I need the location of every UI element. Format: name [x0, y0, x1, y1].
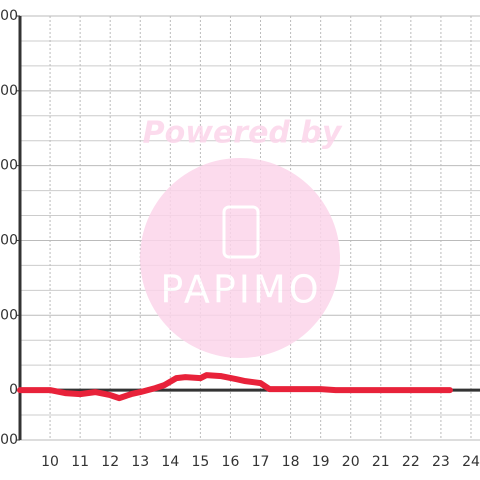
x-tick-label: 15 — [191, 454, 209, 470]
line — [17, 372, 453, 402]
y-tick-label: 30,000 — [0, 307, 18, 323]
x-tick-label: 20 — [342, 454, 360, 470]
watermark-icon — [222, 205, 260, 259]
x-tick-label: 14 — [161, 454, 179, 470]
y-tick-label: 60,000 — [0, 232, 18, 248]
y-tick-label: 0 — [9, 382, 18, 398]
x-tick-label: 13 — [131, 454, 149, 470]
watermark: Powered by PAPIMO — [140, 116, 343, 358]
x-tick-label: 17 — [252, 454, 270, 470]
watermark-text: Powered by — [143, 116, 343, 151]
x-tick-label: 11 — [71, 454, 89, 470]
x-tick-label: 16 — [222, 454, 240, 470]
y-tick-label: 90,000 — [0, 158, 18, 174]
x-tick-label: 10 — [41, 454, 59, 470]
x-tick-label: 22 — [402, 454, 420, 470]
x-tick-label: 23 — [432, 454, 450, 470]
x-tick-label: 21 — [372, 454, 390, 470]
y-tick-label: 120,000 — [0, 83, 18, 99]
x-tick-label: 12 — [101, 454, 119, 470]
x-tick-label: 18 — [282, 454, 300, 470]
y-tick-label: 150,000 — [0, 8, 18, 24]
x-tick-label: 19 — [312, 454, 330, 470]
y-tick-label: -20,000 — [0, 432, 18, 448]
watermark-logo: PAPIMO — [160, 268, 321, 312]
x-tick-label: 24 — [462, 454, 480, 470]
